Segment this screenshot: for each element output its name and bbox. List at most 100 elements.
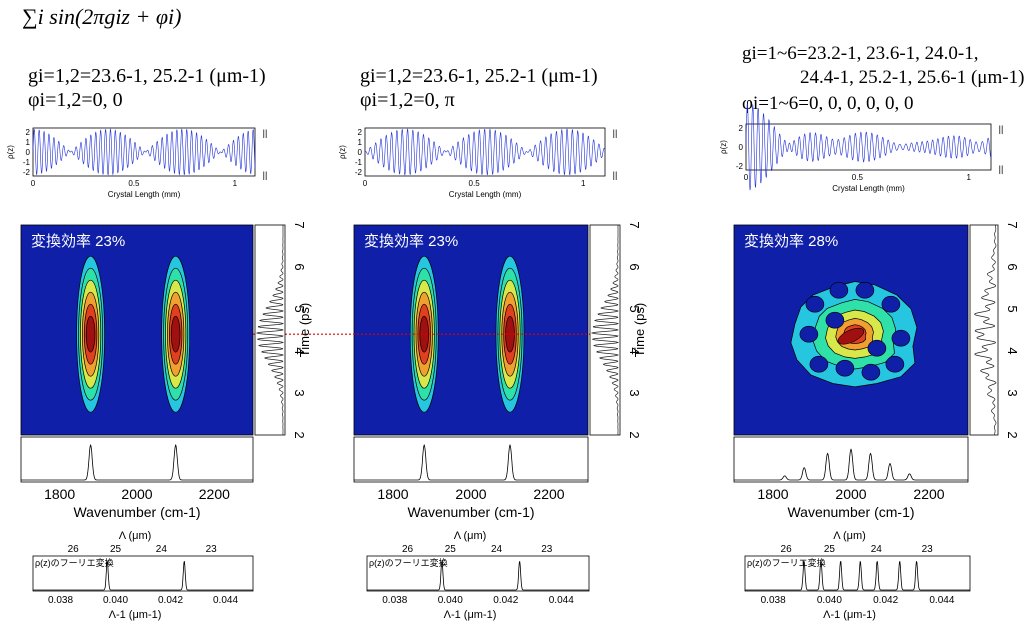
contour-hole — [855, 281, 875, 299]
wavenumber-tick: 2200 — [533, 486, 564, 502]
inverse-lambda-tick: 0.044 — [549, 595, 574, 606]
contour-hole — [805, 295, 825, 313]
contour-ring — [85, 315, 96, 353]
rho-mark: || — [999, 124, 1004, 134]
spectrum-frame — [353, 436, 589, 483]
wavenumber-tick: 2000 — [455, 486, 486, 502]
inverse-lambda-tick: 0.040 — [817, 595, 842, 606]
lambda-tick: 26 — [68, 544, 80, 555]
lambda-tick: 24 — [491, 544, 503, 555]
spectrum-line — [21, 444, 253, 481]
rho-ytick: -2 — [736, 162, 744, 171]
spectra: 1800 2000 2200 Wavenumber (cm-1) 1800 2000 220… — [20, 436, 969, 520]
inverse-lambda-tick: 0.038 — [382, 595, 407, 606]
inverse-lambda-tick: 0.044 — [929, 595, 954, 606]
fourier-title: ρ(z)のフーリエ変換 — [35, 557, 114, 568]
wavenumber-tick: 2000 — [835, 486, 866, 502]
lambda-tick: 26 — [402, 544, 414, 555]
time-tick: 2 — [1005, 431, 1020, 438]
inverse-lambda-tick: 0.038 — [48, 595, 73, 606]
params-b-line2: φi=1,2=0, π — [360, 89, 455, 111]
rho-mark: || — [263, 128, 268, 138]
params-a-line1: gi=1,2=23.6-1, 25.2-1 (μm-1) — [28, 65, 266, 87]
wavenumber-tick: 2200 — [913, 486, 944, 502]
time-tick: 4 — [292, 347, 307, 354]
params-c-line2: φi=1~6=0, 0, 0, 0, 0, 0 — [742, 93, 914, 114]
rho-ytick: 2 — [739, 124, 744, 133]
wavenumber-tick: 1800 — [44, 486, 75, 502]
rho-xlabel: Crystal Length (mm) — [449, 190, 522, 199]
spectrum-line — [734, 448, 968, 481]
contour-hole — [829, 281, 849, 299]
time-profiles: 7 6 5 4 3 2 Time (ps) 7 6 5 4 3 2 Time (ps) 7 6 5 4 3 2 — [254, 221, 1020, 439]
rho-mark: || — [999, 164, 1004, 174]
rho-xtick: 0 — [363, 179, 368, 188]
rho-xlabel: Crystal Length (mm) — [832, 184, 905, 193]
contour-hole — [867, 339, 887, 357]
contour-hole — [881, 295, 901, 313]
map-frame — [353, 224, 589, 436]
contour-maps: 変換効率 23% 変換効率 23% 変換効率 28% — [20, 224, 969, 436]
rho-ytick: 0 — [358, 148, 363, 157]
contour-peak — [837, 327, 865, 345]
time-tick: 6 — [292, 263, 307, 270]
inverse-lambda-label: Λ-1 (μm-1) — [109, 609, 162, 621]
params-a-line2: φi=1,2=0, 0 — [28, 89, 123, 111]
formula: ∑i sin(2πgiz + φi) — [22, 4, 182, 29]
rho-ytick: 0 — [739, 143, 744, 152]
contour-ring — [170, 315, 181, 353]
fourier-frame — [744, 555, 971, 592]
rho-frame — [745, 123, 992, 171]
contour-hole — [835, 359, 855, 377]
wavenumber-label: Wavenumber (cm-1) — [407, 504, 534, 520]
rho-wave — [32, 128, 256, 176]
wavenumber-label: Wavenumber (cm-1) — [73, 504, 200, 520]
contour-ring — [419, 315, 429, 353]
time-tick: 6 — [1005, 263, 1020, 270]
spectrum-frame — [20, 436, 254, 483]
time-frame — [969, 224, 999, 436]
params-c-line1b: 24.4-1, 25.2-1, 25.6-1 (μm-1) — [800, 67, 1025, 88]
lambda-tick: 26 — [781, 544, 793, 555]
rho-ytick: -1 — [355, 158, 363, 167]
rho-xtick: 0.5 — [852, 173, 864, 182]
rho-xtick: 1 — [967, 173, 972, 182]
wavenumber-tick: 1800 — [757, 486, 788, 502]
inverse-lambda-tick: 0.042 — [493, 595, 518, 606]
params-c-line1: gi=1~6=23.2-1, 23.6-1, 24.0-1, — [742, 43, 979, 64]
time-tick: 4 — [1005, 347, 1020, 354]
time-tick: 6 — [627, 263, 642, 270]
inverse-lambda-label: Λ-1 (μm-1) — [823, 609, 876, 621]
time-tick: 5 — [1005, 305, 1020, 312]
time-tick: 7 — [627, 221, 642, 228]
contour-hole — [799, 325, 819, 343]
fourier-line — [745, 561, 970, 591]
rho-ytick: 0 — [26, 148, 31, 157]
lambda-tick: 24 — [871, 544, 883, 555]
rho-ylabel: ρ(z) — [6, 145, 15, 159]
rho-ylabel: ρ(z) — [719, 140, 728, 154]
rho-xtick: 0 — [31, 179, 36, 188]
lambda-tick: 24 — [156, 544, 168, 555]
fourier-title: ρ(z)のフーリエ変換 — [369, 557, 448, 568]
rho-ytick: 1 — [26, 138, 31, 147]
lambda-tick: 25 — [110, 544, 122, 555]
time-tick: 5 — [292, 305, 307, 312]
lambda-label: Λ (μm) — [454, 530, 487, 542]
fourier-frame — [32, 555, 254, 592]
inverse-lambda-label: Λ-1 (μm-1) — [444, 609, 497, 621]
wavenumber-tick: 2200 — [199, 486, 230, 502]
time-label: Time (ps) — [632, 303, 647, 357]
inverse-lambda-tick: 0.040 — [103, 595, 128, 606]
contour-hole — [825, 311, 845, 329]
efficiency-label: 変換効率 23% — [31, 233, 125, 250]
time-tick: 2 — [627, 431, 642, 438]
rho-ytick: 2 — [26, 128, 31, 137]
map-frame — [20, 224, 254, 436]
rho-xtick: 0 — [744, 173, 749, 182]
params-b-line1: gi=1,2=23.6-1, 25.2-1 (μm-1) — [360, 65, 598, 87]
spectrum-line — [354, 444, 588, 481]
spectrum-frame — [733, 436, 969, 483]
time-tick: 7 — [292, 221, 307, 228]
